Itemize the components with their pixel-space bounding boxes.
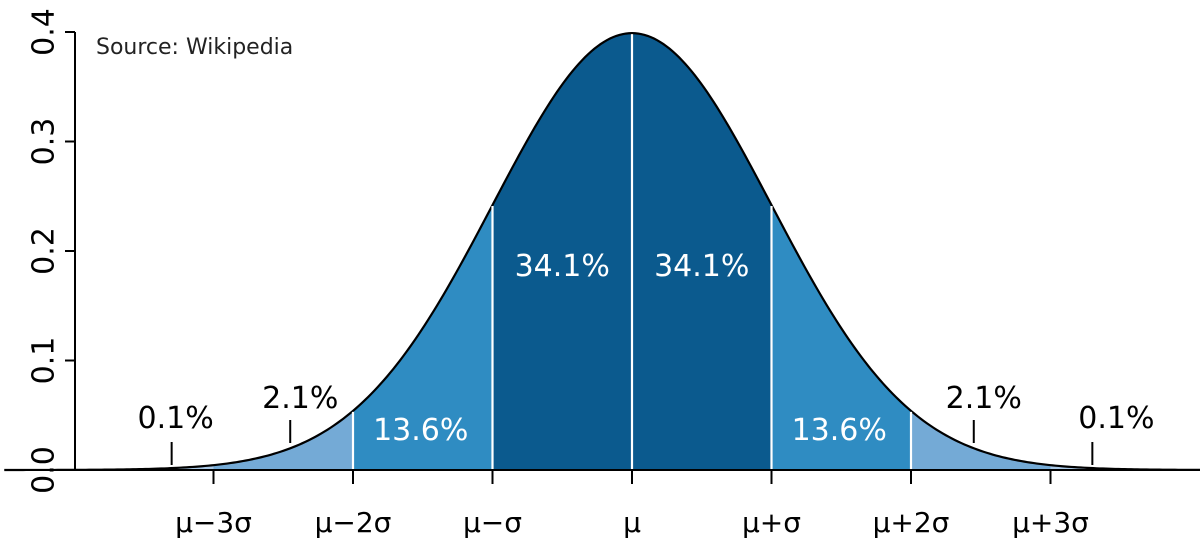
percent-label: 13.6% (792, 413, 887, 448)
x-tick-label: μ−σ (463, 506, 522, 539)
y-tick-label: 0.2 (27, 227, 62, 275)
y-tick-label: 0.3 (27, 118, 62, 166)
region-dividers (351, 34, 913, 470)
percent-label: 2.1% (946, 381, 1022, 416)
x-tick-label: μ−3σ (175, 506, 252, 539)
percent-label: 34.1% (654, 249, 749, 284)
percent-label: 13.6% (373, 413, 468, 448)
tail-percent-label: 0.1% (1078, 401, 1154, 436)
percent-label: 2.1% (262, 381, 338, 416)
x-tick-label: μ−2σ (315, 506, 392, 539)
percent-label: 34.1% (515, 249, 610, 284)
source-note: Source: Wikipedia (96, 35, 293, 60)
region-5 (911, 410, 1051, 470)
y-tick-label: 0.0 (27, 446, 62, 494)
x-tick-label: μ+2σ (873, 506, 950, 539)
y-tick-label: 0.4 (27, 8, 62, 56)
percent-labels: 2.1% 13.6% 34.1% 34.1% 13.6% 2.1% 0.1% 0.1% (138, 249, 1154, 465)
x-tick-label: μ (623, 506, 641, 539)
axes: 0.0 0.1 0.2 0.3 0.4 μ−3σ μ−2σ μ−σ μ μ+σ μ+2σ μ+3σ (27, 8, 1192, 539)
density-curve (4, 32, 1200, 472)
density-curve-layer (4, 32, 1200, 472)
tail-percent-label: 0.1% (138, 401, 214, 436)
y-tick-label: 0.1 (27, 337, 62, 385)
x-tick-label: μ+σ (742, 506, 801, 539)
region-0 (213, 410, 353, 470)
x-tick-label: μ+3σ (1012, 506, 1089, 539)
